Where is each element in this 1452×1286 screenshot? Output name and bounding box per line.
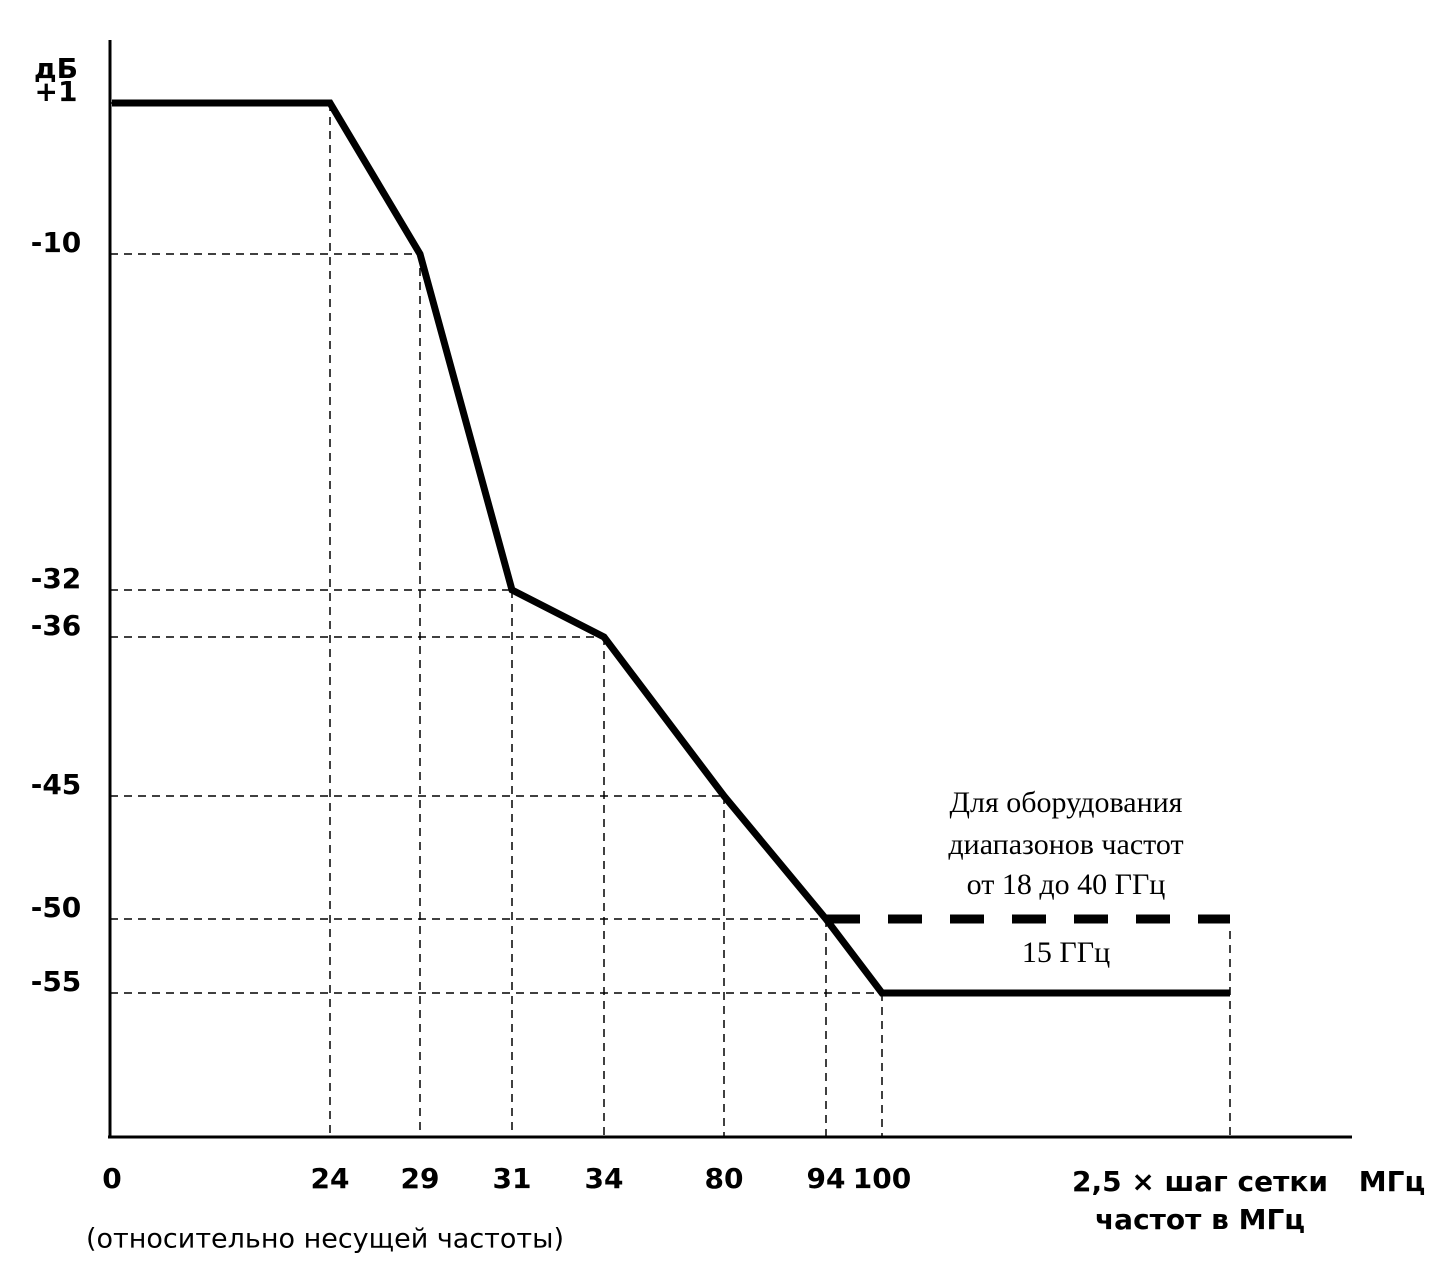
y-tick-label: +1 bbox=[35, 75, 78, 108]
line bbox=[112, 99, 1230, 997]
x-tick-label: 31 bbox=[493, 1162, 532, 1195]
x-tick-label: 29 bbox=[401, 1162, 440, 1195]
annotation: 15 ГГц bbox=[1022, 936, 1110, 969]
x-tick-label: 94 bbox=[807, 1162, 846, 1195]
x-note: (относительно несущей частоты) bbox=[86, 1224, 564, 1255]
x-tick-label: 0 bbox=[102, 1162, 121, 1195]
annotation: Для оборудования bbox=[950, 786, 1183, 819]
annotation: диапазонов частот bbox=[948, 828, 1183, 861]
x-tick-label: 2,5 × шаг сетки частот в МГц bbox=[1071, 1165, 1328, 1236]
x-tick-label: 34 bbox=[585, 1162, 624, 1195]
x-axis-label: МГц bbox=[1359, 1165, 1425, 1198]
annotation: от 18 до 40 ГГц bbox=[967, 868, 1166, 901]
y-axis-label: дБ bbox=[34, 52, 78, 85]
y-tick-label: -10 bbox=[31, 226, 82, 259]
x-tick-label: 100 bbox=[853, 1162, 911, 1195]
y-tick-label: -45 bbox=[31, 768, 82, 801]
y-tick-label: -32 bbox=[31, 562, 82, 595]
y-tick-label: -55 bbox=[31, 965, 82, 998]
y-tick-label: -50 bbox=[31, 891, 82, 924]
y-tick-label: -36 bbox=[31, 609, 82, 642]
x-tick-label: 24 bbox=[311, 1162, 350, 1195]
x-tick-label: 80 bbox=[705, 1162, 744, 1195]
